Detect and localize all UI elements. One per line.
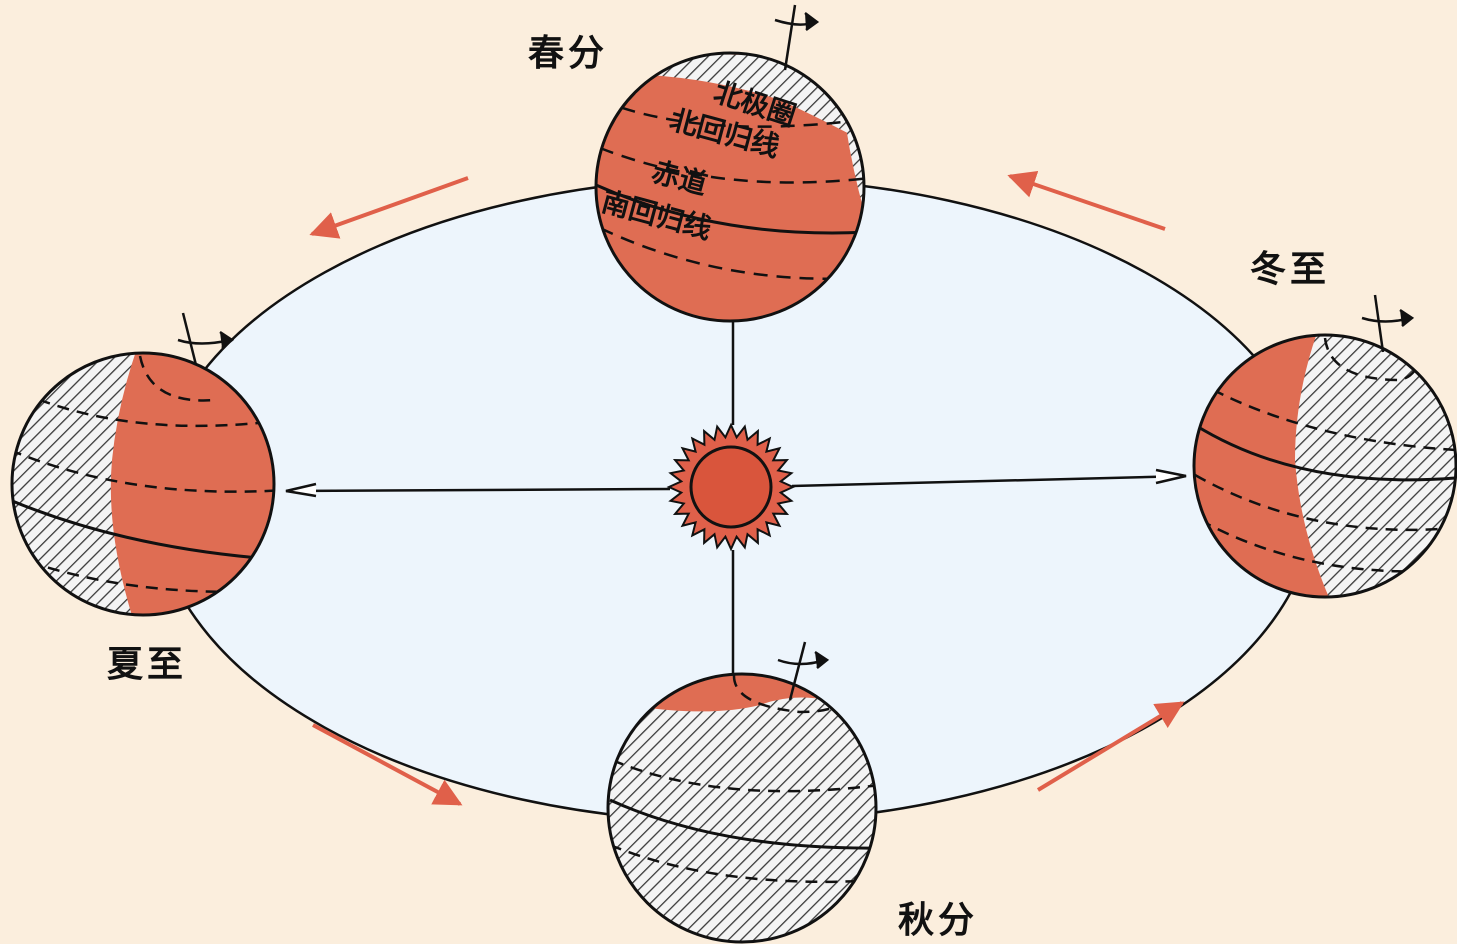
arrow-top-left [309, 176, 469, 239]
orbit-direction-arrows [309, 170, 1185, 806]
tropic-capricorn-line [599, 226, 861, 281]
label-winter-solstice: 冬至 [1250, 249, 1330, 290]
earth-autumn-equinox [606, 641, 878, 944]
arrow-bottom-right [1036, 701, 1185, 792]
arrow-bottom-left [312, 723, 463, 806]
label-summer-solstice: 夏至 [107, 644, 187, 685]
earth-winter-solstice [1192, 294, 1457, 599]
arctic-circle-line [599, 98, 861, 128]
equator-line [596, 183, 864, 235]
tropic-cancer-line [599, 146, 864, 184]
label-spring-equinox: 春分 [528, 33, 608, 74]
arrow-top-right [1007, 170, 1166, 231]
earth-summer-solstice [10, 312, 276, 617]
sun-icon [666, 422, 796, 552]
sun-ray-lines [285, 236, 1187, 675]
label-autumn-equinox: 秋分 [898, 900, 978, 941]
